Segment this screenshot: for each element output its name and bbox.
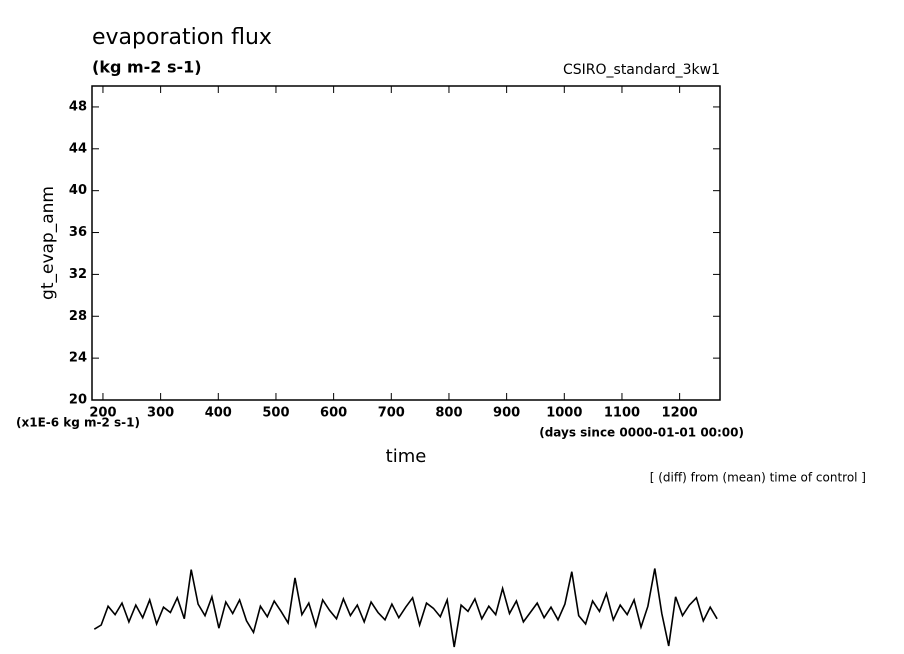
y-tick-label: 32 — [69, 267, 87, 282]
x-axis-label: time — [386, 446, 427, 467]
y-tick-label: 48 — [69, 99, 87, 114]
x-tick-label: 1000 — [546, 406, 582, 421]
y-tick-label: 44 — [69, 141, 87, 156]
x-tick-label: 300 — [147, 406, 174, 421]
y-axis-label: gt_evap_anm — [38, 186, 58, 300]
y-tick-label: 20 — [69, 393, 87, 408]
x-tick-label: 200 — [89, 406, 116, 421]
x-tick-label: 400 — [205, 406, 232, 421]
y-tick-label: 40 — [69, 183, 87, 198]
data-line — [93, 568, 718, 648]
note: [ (diff) from (mean) time of control ] — [650, 471, 866, 485]
y-tick-label: 28 — [69, 309, 87, 324]
x-tick-label: 1200 — [662, 406, 698, 421]
x-tick-label: 800 — [435, 406, 462, 421]
plot-frame — [91, 85, 721, 401]
x-units: (days since 0000-01-01 00:00) — [539, 426, 744, 440]
y-tick-label: 24 — [69, 351, 87, 366]
x-tick-label: 600 — [320, 406, 347, 421]
x-tick-label: 900 — [493, 406, 520, 421]
x-tick-label: 700 — [378, 406, 405, 421]
chart-title: evaporation flux — [92, 25, 272, 50]
run-label: CSIRO_standard_3kw1 — [563, 62, 720, 78]
x-tick-label: 1100 — [604, 406, 640, 421]
y-tick-label: 36 — [69, 225, 87, 240]
y-units: (x1E-6 kg m-2 s-1) — [16, 416, 140, 430]
x-tick-label: 500 — [262, 406, 289, 421]
chart-subtitle: (kg m-2 s-1) — [92, 58, 202, 77]
